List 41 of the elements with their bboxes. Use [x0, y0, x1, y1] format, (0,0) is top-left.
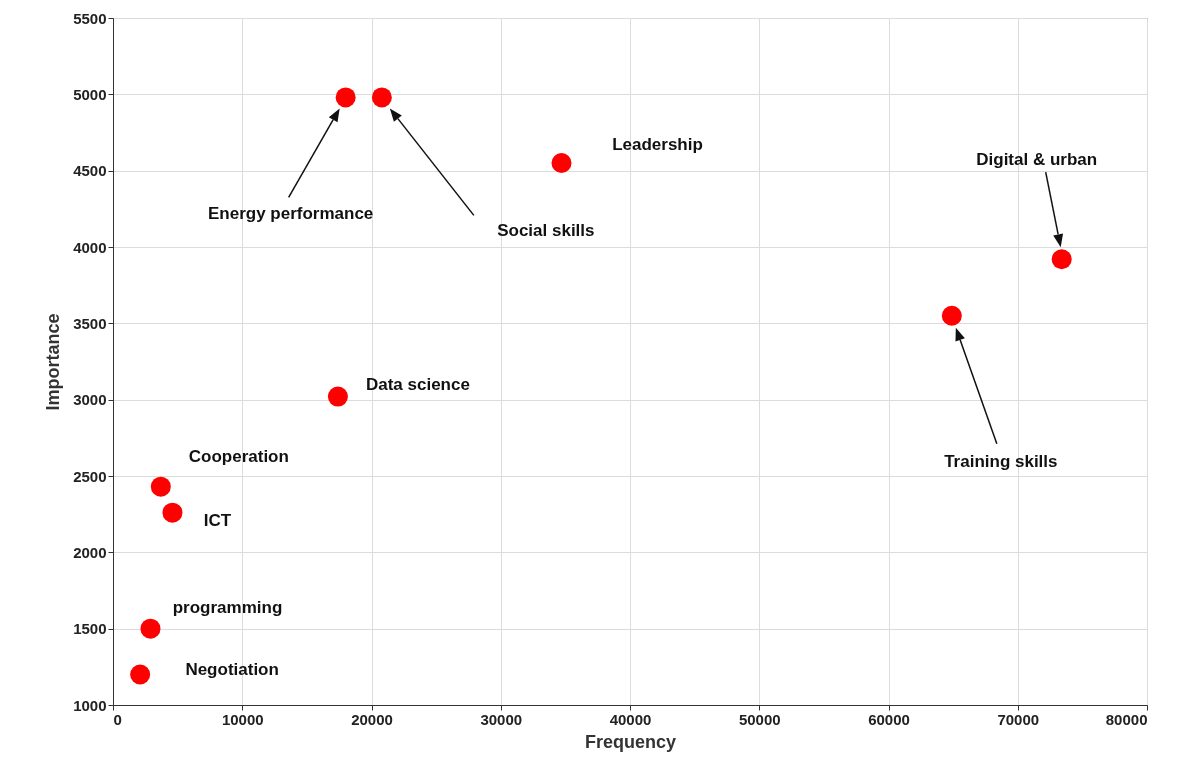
x-tick-label: 70000	[997, 710, 1040, 728]
x-tick-label: 30000	[480, 710, 523, 728]
x-tick-label: 50000	[738, 710, 781, 728]
x-tick-label: 60000	[868, 710, 910, 728]
y-tick-label: 2000	[73, 543, 107, 561]
x-axis-title: Frequency	[584, 731, 677, 752]
annotation: Training skills	[944, 451, 1058, 471]
annotation: Negotiation	[185, 660, 279, 680]
point	[140, 618, 161, 639]
y-tick-label: 3500	[73, 314, 107, 332]
annotation: Energy performance	[207, 204, 374, 224]
y-tick-label: 4500	[73, 162, 107, 180]
x-tick-label: 40000	[609, 710, 652, 728]
annotation: Leadership	[612, 135, 703, 155]
y-axis-title: Importance	[43, 313, 64, 411]
x-tick-label: 80000	[1105, 710, 1148, 728]
point	[1051, 249, 1072, 270]
point	[150, 476, 171, 497]
y-tick-label: 2500	[73, 467, 107, 485]
point	[551, 153, 572, 174]
y-tick-label: 5500	[73, 9, 107, 27]
x-tick-label: 20000	[351, 710, 393, 728]
y-tick-label: 5000	[73, 85, 107, 103]
annotation: Cooperation	[188, 446, 289, 466]
y-tick-label: 1500	[73, 620, 107, 638]
x-tick-label: 0	[113, 710, 122, 728]
point	[371, 87, 392, 108]
point	[941, 305, 962, 326]
point	[335, 87, 356, 108]
x-tick-label: 10000	[221, 710, 264, 728]
annotation: programming	[172, 597, 283, 617]
point	[327, 386, 348, 407]
point	[130, 664, 151, 685]
y-tick-label: 4000	[73, 238, 107, 256]
annotation: Social skills	[497, 221, 595, 241]
y-tick-label: 1000	[73, 696, 107, 714]
point	[162, 502, 183, 523]
annotation: ICT	[203, 510, 232, 530]
annotation: Digital & urban	[976, 150, 1098, 170]
annotation: Data science	[365, 374, 470, 394]
y-tick-label: 3000	[73, 391, 107, 409]
